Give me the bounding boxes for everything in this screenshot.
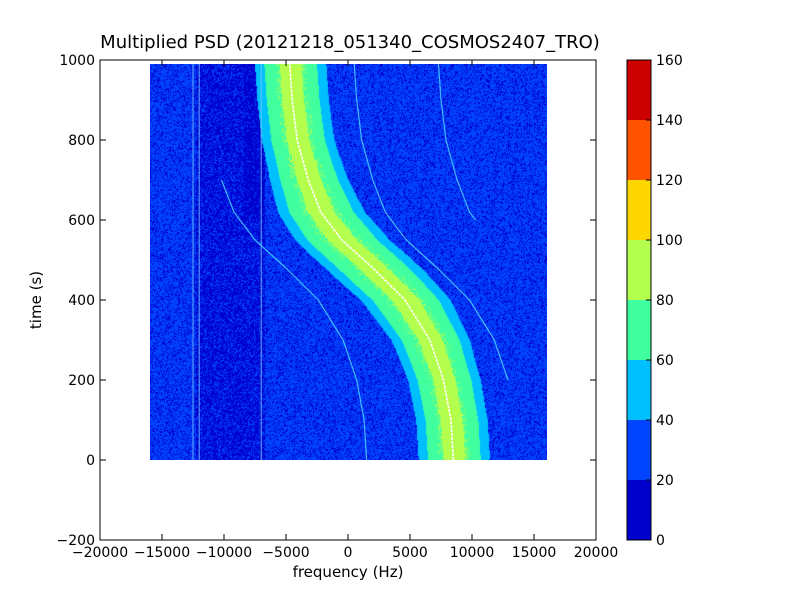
y-tick-label: 0	[86, 453, 95, 469]
colorbar-segment	[627, 300, 651, 360]
x-axis-label: frequency (Hz)	[293, 563, 404, 581]
colorbar-segment	[627, 180, 651, 240]
y-axis-label: time (s)	[27, 271, 45, 329]
colorbar-segment	[627, 240, 651, 300]
colorbar-ticks: 0 20 40 60 80 100 120 140 160	[646, 53, 683, 549]
x-tick-label: 15000	[512, 545, 557, 561]
faint-signal-trace	[220, 179, 368, 461]
y-tick-label: −200	[57, 533, 95, 549]
colorbar-tick-label: 120	[656, 173, 683, 189]
colorbar-segment	[627, 60, 651, 120]
x-tick-label: −15000	[134, 545, 190, 561]
y-axis-ticks: −200 0 200 400 600 800 1000	[57, 53, 596, 549]
colorbar-tick-label: 0	[656, 533, 665, 549]
x-tick-label: 10000	[450, 545, 495, 561]
y-tick-label: 600	[68, 213, 95, 229]
signal-centre-line	[288, 63, 455, 461]
chart-title: Multiplied PSD (20121218_051340_COSMOS24…	[100, 32, 600, 53]
heatmap-image	[149, 64, 547, 460]
x-tick-label: 20000	[574, 545, 619, 561]
colorbar-tick-label: 140	[656, 113, 683, 129]
colorbar-tick-label: 20	[656, 473, 674, 489]
colorbar-segment	[627, 120, 651, 180]
x-tick-label: −20000	[72, 545, 128, 561]
x-axis-ticks: −20000 −15000 −10000 −5000 0 5000 10000 15000 20…	[72, 60, 618, 561]
y-tick-label: 200	[68, 373, 95, 389]
y-tick-label: 800	[68, 133, 95, 149]
colorbar-segment	[627, 420, 651, 480]
x-tick-label: −10000	[196, 545, 252, 561]
faint-signal-trace	[437, 63, 476, 221]
colorbar-segment	[627, 360, 651, 420]
colorbar-tick-label: 80	[656, 293, 674, 309]
x-tick-label: 0	[344, 545, 353, 561]
colorbar-tick-label: 160	[656, 53, 683, 69]
y-tick-label: 1000	[59, 53, 95, 69]
x-tick-label: 5000	[392, 545, 428, 561]
colorbar-tick-label: 60	[656, 353, 674, 369]
faint-signal-trace	[353, 63, 509, 381]
colorbar-tick-label: 40	[656, 413, 674, 429]
colorbar-segment	[627, 480, 651, 540]
signal-overlay	[192, 63, 509, 461]
colorbar-tick-label: 100	[656, 233, 683, 249]
colorbar	[627, 60, 651, 540]
x-tick-label: −5000	[262, 545, 309, 561]
y-tick-label: 400	[68, 293, 95, 309]
